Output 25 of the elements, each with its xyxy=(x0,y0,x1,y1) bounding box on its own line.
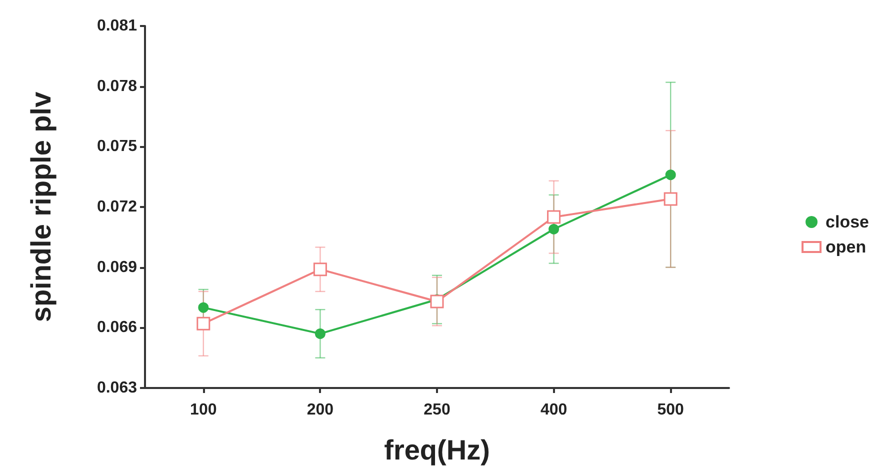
point xyxy=(313,262,327,276)
point xyxy=(198,302,209,313)
point xyxy=(196,316,210,330)
legend-label: open xyxy=(826,238,866,256)
point xyxy=(665,170,676,180)
y-tick-label: 0.075 xyxy=(96,138,138,156)
point xyxy=(314,328,326,339)
point xyxy=(548,224,560,234)
y-tick-label: 0.063 xyxy=(96,380,138,396)
y-tick-label: 0.069 xyxy=(96,258,138,276)
y-tick-label: 0.078 xyxy=(96,78,138,95)
legend-label: close xyxy=(826,212,870,232)
x-tick-label: 250 xyxy=(424,402,450,418)
y-tick-label: 0.072 xyxy=(96,198,138,216)
point xyxy=(547,210,561,224)
y-axis-title: spindle ripple plv xyxy=(26,91,56,322)
y-tick-label: 0.081 xyxy=(96,18,138,34)
point xyxy=(430,294,444,308)
x-axis-title: freq(Hz) xyxy=(384,434,490,466)
y-tick-label: 0.066 xyxy=(96,319,138,336)
point xyxy=(664,192,678,206)
x-tick-label: 100 xyxy=(190,402,217,418)
x-tick-label: 500 xyxy=(657,402,684,418)
x-tick-label: 400 xyxy=(540,402,568,418)
x-tick-label: 200 xyxy=(306,402,334,418)
